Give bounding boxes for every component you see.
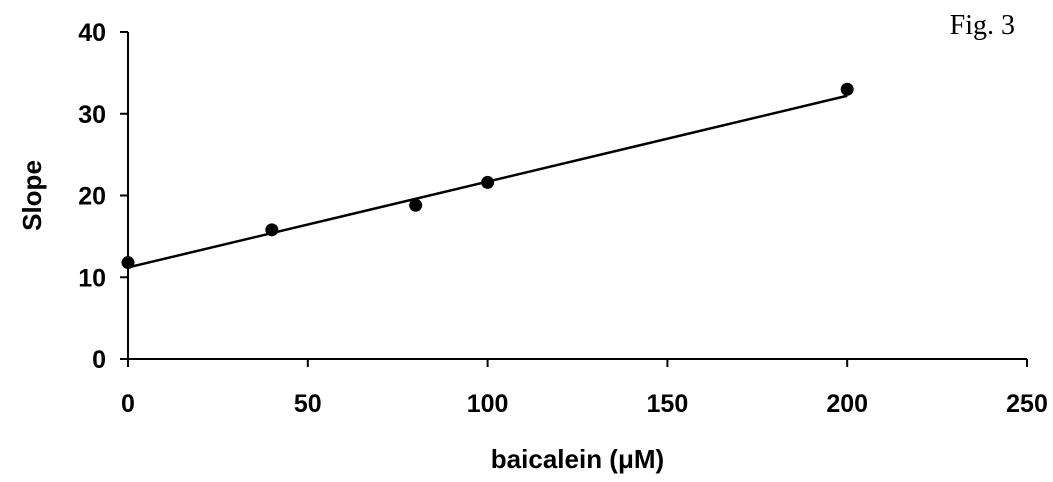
data-point: [121, 256, 135, 270]
y-tick-label: 10: [78, 264, 106, 292]
x-tick-label: 150: [647, 390, 689, 418]
tick-labels: 0 10 20 30 40 0 50 100 150 200 250: [78, 19, 1048, 418]
y-tick-label: 30: [78, 101, 106, 129]
data-point: [409, 198, 423, 212]
data-point: [840, 82, 854, 96]
y-tick-label: 40: [78, 19, 106, 47]
y-tick-label: 20: [78, 183, 106, 211]
data-point: [481, 175, 495, 189]
x-tick-label: 200: [826, 390, 868, 418]
x-tick-label: 250: [1006, 390, 1048, 418]
y-tick-label: 0: [92, 346, 106, 374]
x-axis-title: baicalein (μM): [491, 444, 664, 474]
data-points: [121, 82, 854, 270]
x-tick-label: 0: [121, 390, 135, 418]
figure-label: Fig. 3: [949, 10, 1015, 41]
y-axis-title: Slope: [17, 160, 47, 231]
data-point: [265, 223, 279, 237]
tick-marks: [120, 31, 1028, 367]
x-tick-label: 50: [294, 390, 322, 418]
x-tick-label: 100: [467, 390, 509, 418]
axes: [127, 32, 1027, 360]
